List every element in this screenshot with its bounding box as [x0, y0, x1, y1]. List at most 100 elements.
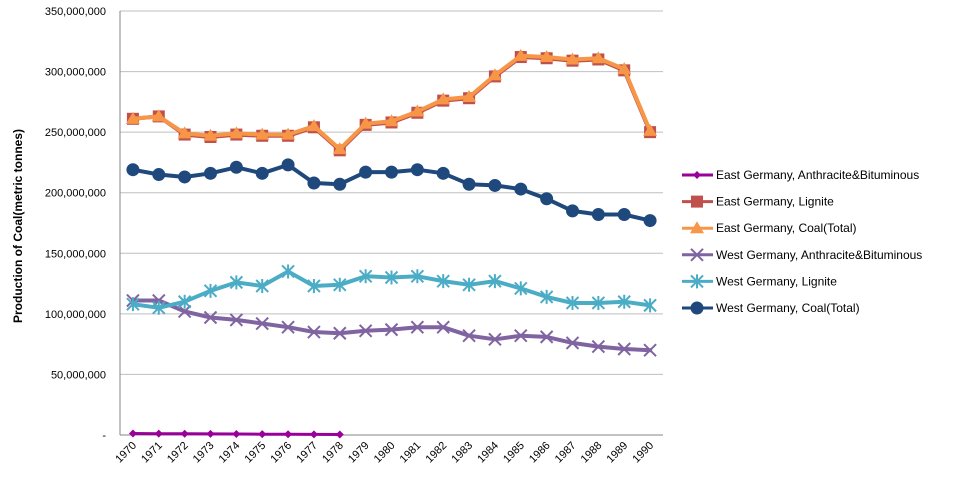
y-axis-title: Production of Coal(metric tonnes) — [11, 129, 25, 323]
x-tick-label: 1972 — [165, 440, 191, 466]
data-point — [178, 170, 192, 184]
y-tick-label: 300,000,000 — [45, 67, 106, 79]
x-tick-label: 1984 — [475, 440, 501, 466]
data-point — [358, 324, 373, 338]
x-tick-label: 1975 — [243, 440, 269, 466]
data-point — [307, 325, 321, 339]
data-point — [410, 320, 425, 334]
legend-item: West Germany, Coal(Total) — [682, 301, 860, 315]
series-0 — [128, 429, 344, 439]
data-point — [384, 114, 399, 127]
x-tick-label: 1979 — [346, 440, 372, 466]
data-point — [384, 270, 399, 285]
x-tick-label: 1976 — [268, 440, 294, 466]
data-point — [358, 116, 373, 129]
legend-swatch-marker — [690, 274, 704, 289]
legend: East Germany, Anthracite&Bituminous East … — [682, 168, 922, 315]
data-point — [177, 126, 192, 139]
data-point — [151, 109, 166, 122]
data-point — [488, 332, 502, 347]
data-point — [152, 300, 166, 315]
data-point — [565, 52, 580, 65]
data-point — [565, 295, 580, 310]
data-point — [229, 313, 244, 327]
data-point — [333, 177, 347, 191]
gridlines — [120, 10, 663, 375]
x-tick-label: 1971 — [139, 440, 165, 466]
x-tick-label: 1970 — [113, 440, 139, 466]
axes — [119, 11, 663, 436]
y-tick-label: 50,000,000 — [51, 369, 106, 381]
data-point — [281, 158, 295, 172]
data-point — [126, 297, 140, 312]
data-point — [410, 163, 424, 177]
x-tick-label: 1977 — [294, 440, 320, 466]
data-point — [513, 48, 528, 61]
data-point — [333, 326, 347, 340]
data-point — [284, 430, 293, 439]
data-point — [333, 277, 347, 292]
data-point — [204, 166, 217, 180]
data-point — [514, 281, 528, 296]
data-point — [410, 269, 425, 284]
data-point — [488, 274, 502, 289]
legend-item: West Germany, Lignite — [682, 274, 837, 289]
data-point — [358, 269, 373, 284]
data-point — [617, 342, 631, 356]
data-point — [436, 320, 450, 334]
series-4 — [126, 264, 657, 315]
data-point — [643, 123, 658, 136]
data-point — [617, 294, 631, 309]
data-point — [488, 178, 502, 192]
x-tick-label: 1985 — [501, 440, 527, 466]
data-point — [643, 343, 657, 357]
legend-swatch-marker — [691, 195, 703, 208]
data-point — [154, 429, 163, 438]
data-point — [565, 336, 580, 350]
y-tick-label: 200,000,000 — [45, 188, 106, 200]
data-point — [125, 111, 140, 124]
legend-swatch-marker — [690, 248, 704, 262]
data-point — [462, 177, 476, 191]
y-tick-label: - — [102, 430, 106, 442]
data-point — [591, 51, 606, 64]
y-tick-labels: - 50,000,000 100,000,000 150,000,000 200,000… — [45, 6, 107, 442]
data-point — [203, 283, 218, 298]
legend-label: East Germany, Lignite — [716, 195, 834, 209]
data-point — [540, 192, 554, 206]
x-tick-label: 1980 — [372, 440, 398, 466]
data-point — [436, 274, 450, 289]
data-point — [539, 330, 554, 344]
data-point — [128, 429, 137, 438]
x-tick-label: 1973 — [191, 440, 217, 466]
data-point — [203, 128, 218, 141]
legend-label: West Germany, Anthracite&Bituminous — [716, 248, 922, 262]
data-point — [281, 264, 295, 279]
data-point — [436, 166, 450, 180]
data-point — [359, 165, 373, 179]
data-point — [255, 316, 269, 331]
legend-item: East Germany, Lignite — [682, 195, 834, 209]
x-tick-label: 1986 — [527, 440, 553, 466]
data-point — [617, 62, 632, 75]
series-2 — [125, 48, 658, 155]
legend-item: East Germany, Coal(Total) — [682, 221, 857, 235]
x-tick-label: 1987 — [553, 440, 579, 466]
data-point — [462, 277, 476, 292]
data-point — [306, 119, 321, 132]
data-point — [309, 430, 318, 439]
legend-label: East Germany, Coal(Total) — [716, 221, 857, 235]
data-point — [462, 328, 476, 343]
x-tick-label: 1982 — [424, 440, 450, 466]
data-point — [255, 127, 270, 140]
data-point — [384, 322, 399, 337]
x-tick-label: 1990 — [630, 440, 656, 466]
data-point — [229, 160, 243, 174]
data-point — [203, 310, 218, 325]
data-point — [514, 182, 528, 196]
x-tick-label: 1974 — [217, 440, 243, 466]
x-tick-label: 1983 — [449, 440, 475, 466]
x-tick-label: 1989 — [605, 440, 631, 466]
x-tick-label: 1988 — [579, 440, 605, 466]
